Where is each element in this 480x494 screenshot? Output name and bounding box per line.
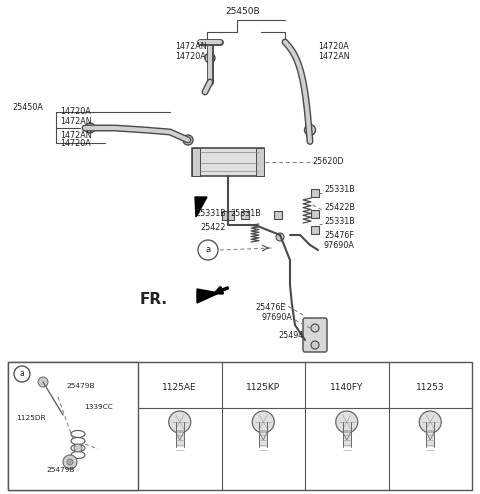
Text: 1339CC: 1339CC	[84, 404, 113, 410]
Text: 14720A: 14720A	[60, 139, 91, 149]
Text: 14720A: 14720A	[60, 108, 91, 117]
Bar	[192, 148, 264, 176]
Text: 25422: 25422	[200, 223, 226, 233]
Text: 1125AE: 1125AE	[162, 383, 197, 393]
Text: 25331B: 25331B	[324, 186, 355, 195]
Text: 25476F: 25476F	[324, 232, 354, 241]
Text: a: a	[205, 246, 211, 254]
Text: 97690A: 97690A	[262, 313, 293, 322]
Polygon shape	[195, 197, 207, 217]
Text: 25620D: 25620D	[312, 158, 344, 166]
Polygon shape	[176, 432, 184, 440]
Text: FR.: FR.	[140, 292, 168, 307]
Circle shape	[14, 366, 30, 382]
Polygon shape	[259, 432, 267, 440]
Circle shape	[85, 123, 95, 133]
Text: 14720A: 14720A	[175, 52, 206, 61]
Text: 1140FY: 1140FY	[330, 383, 363, 393]
Circle shape	[336, 411, 358, 433]
Circle shape	[198, 240, 218, 260]
Circle shape	[74, 444, 82, 452]
Circle shape	[183, 135, 193, 145]
Bar	[259, 422, 267, 447]
Text: 25331B: 25331B	[324, 217, 355, 227]
Text: 1125DR: 1125DR	[16, 415, 46, 421]
Circle shape	[38, 377, 48, 387]
Text: 1472AN: 1472AN	[318, 52, 349, 61]
Circle shape	[304, 124, 315, 135]
Circle shape	[311, 324, 319, 332]
Bar	[8, 362, 472, 490]
Text: 1472AN: 1472AN	[60, 130, 92, 139]
Bar	[426, 422, 434, 447]
Text: 25494: 25494	[278, 330, 303, 339]
Bar	[311, 210, 319, 218]
Text: 97690A: 97690A	[324, 241, 355, 249]
Circle shape	[63, 455, 77, 469]
Bar	[343, 422, 351, 447]
Text: a: a	[20, 370, 24, 378]
FancyBboxPatch shape	[303, 318, 327, 352]
Text: 25479B: 25479B	[66, 383, 95, 389]
Circle shape	[252, 411, 274, 433]
Bar	[311, 189, 319, 197]
Bar	[311, 226, 319, 234]
Text: 25479B: 25479B	[46, 467, 74, 473]
Text: 25422B: 25422B	[324, 203, 355, 211]
Text: 1125KP: 1125KP	[246, 383, 280, 393]
Bar	[256, 148, 264, 176]
Text: 11253: 11253	[416, 383, 444, 393]
Bar	[241, 211, 249, 219]
Bar	[192, 148, 200, 176]
Text: 25331B: 25331B	[230, 208, 261, 217]
Bar	[274, 211, 282, 219]
Text: 25450A: 25450A	[12, 104, 43, 113]
Text: 14720A: 14720A	[318, 42, 349, 51]
Text: 25331B: 25331B	[195, 208, 226, 217]
Text: 25476E: 25476E	[255, 302, 286, 312]
Bar	[8, 362, 138, 490]
Circle shape	[276, 233, 284, 241]
Circle shape	[205, 53, 215, 63]
Text: 1472AN: 1472AN	[60, 117, 92, 125]
Circle shape	[419, 411, 441, 433]
Text: 1472AN: 1472AN	[175, 42, 206, 51]
Bar	[222, 211, 234, 220]
Text: 25450B: 25450B	[225, 7, 260, 16]
Circle shape	[311, 341, 319, 349]
Circle shape	[169, 411, 191, 433]
Circle shape	[67, 459, 73, 465]
Polygon shape	[426, 432, 434, 440]
Polygon shape	[197, 289, 219, 303]
Polygon shape	[343, 432, 351, 440]
Bar	[176, 422, 184, 447]
